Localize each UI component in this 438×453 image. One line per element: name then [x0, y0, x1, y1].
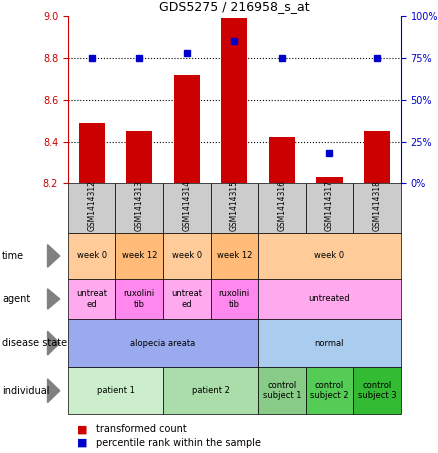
- Text: alopecia areata: alopecia areata: [131, 339, 196, 347]
- Polygon shape: [47, 379, 60, 403]
- Text: GSM1414317: GSM1414317: [325, 180, 334, 231]
- Bar: [221, 18, 247, 183]
- Bar: [364, 131, 390, 183]
- Text: untreat
ed: untreat ed: [171, 289, 202, 308]
- Text: GSM1414316: GSM1414316: [277, 180, 286, 231]
- Text: GSM1414314: GSM1414314: [182, 180, 191, 231]
- Bar: [316, 177, 343, 183]
- Text: percentile rank within the sample: percentile rank within the sample: [96, 438, 261, 448]
- Text: week 0: week 0: [172, 251, 202, 260]
- Text: untreated: untreated: [309, 294, 350, 304]
- Text: ■: ■: [77, 424, 87, 434]
- Text: individual: individual: [2, 386, 49, 396]
- Bar: [269, 137, 295, 183]
- Text: transformed count: transformed count: [96, 424, 187, 434]
- Text: GSM1414312: GSM1414312: [87, 180, 96, 231]
- Text: ruxolini
tib: ruxolini tib: [124, 289, 155, 308]
- Text: patient 2: patient 2: [191, 386, 230, 395]
- Bar: [174, 74, 200, 183]
- Text: time: time: [2, 251, 25, 261]
- Text: ■: ■: [77, 438, 87, 448]
- Text: GSM1414313: GSM1414313: [135, 180, 144, 231]
- Text: control
subject 1: control subject 1: [263, 381, 301, 400]
- Text: normal: normal: [314, 339, 344, 347]
- Text: week 12: week 12: [217, 251, 252, 260]
- Text: week 0: week 0: [77, 251, 107, 260]
- Text: agent: agent: [2, 294, 30, 304]
- Text: GSM1414318: GSM1414318: [372, 180, 381, 231]
- Text: ruxolini
tib: ruxolini tib: [219, 289, 250, 308]
- Polygon shape: [47, 289, 60, 309]
- Text: week 12: week 12: [121, 251, 157, 260]
- Polygon shape: [47, 245, 60, 267]
- Title: GDS5275 / 216958_s_at: GDS5275 / 216958_s_at: [159, 0, 310, 13]
- Polygon shape: [47, 331, 60, 355]
- Text: GSM1414315: GSM1414315: [230, 180, 239, 231]
- Text: control
subject 3: control subject 3: [358, 381, 396, 400]
- Bar: [126, 131, 152, 183]
- Bar: [78, 123, 105, 183]
- Text: control
subject 2: control subject 2: [310, 381, 349, 400]
- Text: disease state: disease state: [2, 338, 67, 348]
- Text: untreat
ed: untreat ed: [76, 289, 107, 308]
- Text: week 0: week 0: [314, 251, 345, 260]
- Text: patient 1: patient 1: [96, 386, 134, 395]
